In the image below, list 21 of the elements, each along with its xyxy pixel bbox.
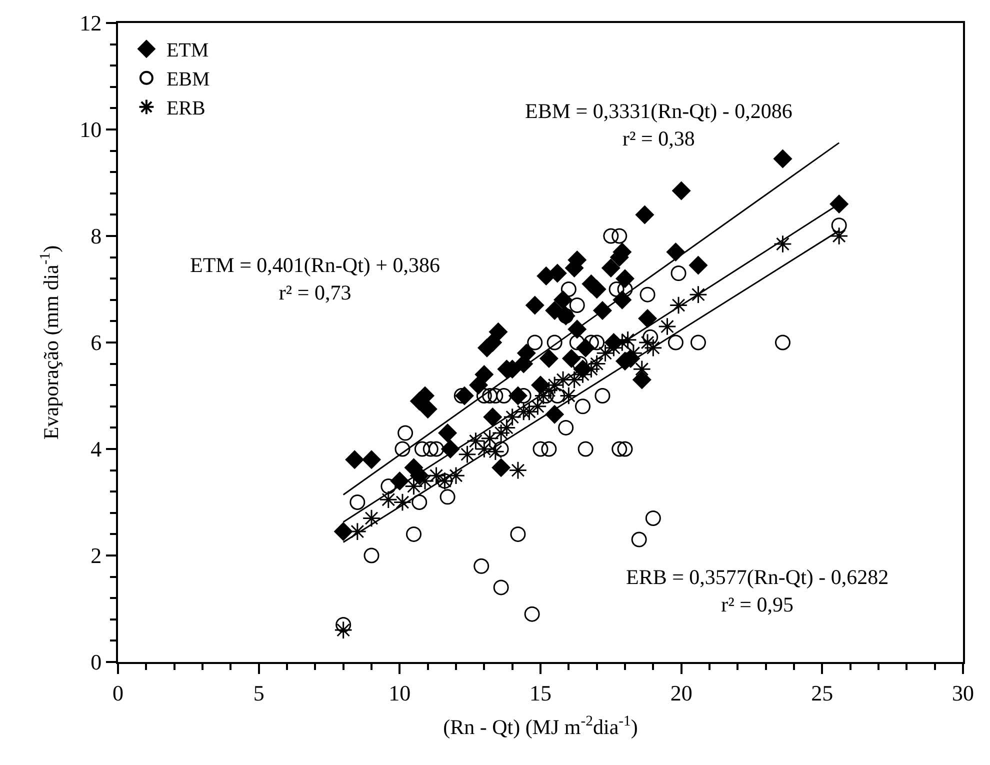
legend-label: ERB	[166, 98, 206, 120]
y-tick-label: 0	[90, 650, 102, 675]
y-tick-label: 8	[90, 224, 102, 249]
x-tick-label: 5	[253, 680, 264, 706]
x-tick-label: 30	[952, 680, 974, 706]
annotation: ERB = 0,3577(Rn-Qt) - 0,6282 r² = 0,95	[626, 565, 889, 616]
annotation: EBM = 0,3331(Rn-Qt) - 0,2086 r² = 0,38	[525, 99, 792, 150]
x-tick-label: 10	[388, 680, 411, 706]
x-tick-label: 20	[670, 680, 692, 706]
legend-label: ETM	[166, 40, 209, 62]
x-axis-title: (Rn - Qt) (MJ m$^{-2}$dia$^{-1}$)	[443, 713, 638, 740]
y-tick-label: 4	[90, 436, 102, 462]
y-tick-label: 12	[80, 10, 102, 36]
y-tick-label: 6	[90, 330, 102, 356]
legend-label: EBM	[166, 68, 210, 91]
y-tick-label: 10	[80, 117, 102, 142]
x-tick-label: 0	[112, 680, 124, 706]
annotation: ETM = 0,401(Rn-Qt) + 0,386 r² = 0,73	[190, 253, 440, 304]
y-tick-label: 2	[90, 543, 102, 568]
x-tick-label: 15	[530, 680, 552, 706]
x-tick-label: 25	[811, 680, 834, 706]
